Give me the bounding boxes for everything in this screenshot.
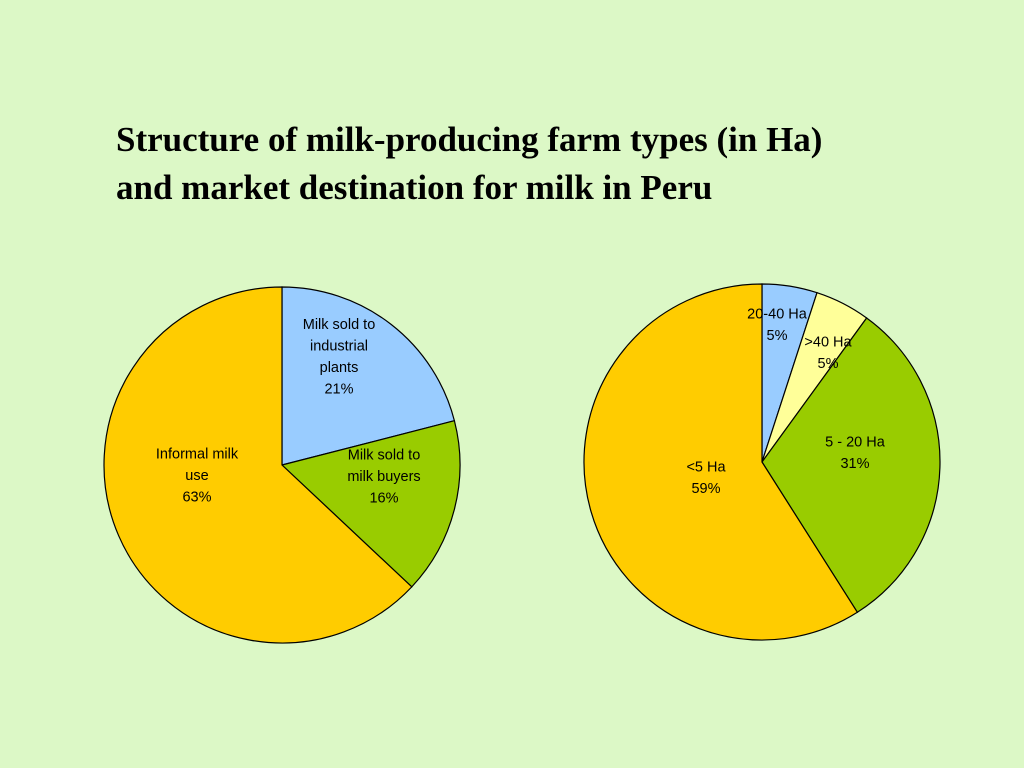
slice-percent-0-1: 16%	[369, 491, 398, 507]
pie-slice-0-2	[103, 286, 413, 644]
pie-slice-0-1	[280, 419, 461, 588]
slice-label-line-0-0-0: Milk sold to	[303, 317, 376, 333]
slice-label-line-1-0-0: 20-40 Ha	[747, 306, 808, 322]
slice-label-0-0: Milk sold to industrial plants 21%	[303, 317, 376, 398]
slice-percent-1-0: 5%	[767, 328, 788, 344]
slide-title-line-1: Structure of milk-producing farm types (…	[116, 120, 823, 159]
slice-label-line-0-1-1: milk buyers	[347, 469, 420, 485]
slice-label-1-2: 5 - 20 Ha 31%	[825, 434, 886, 472]
slice-percent-0-2: 63%	[182, 490, 211, 506]
slice-label-0-1: Milk sold to milk buyers 16%	[347, 448, 420, 507]
slice-label-line-1-3-0: <5 Ha	[686, 459, 726, 475]
pie-slice-0-0	[281, 286, 456, 466]
pie-slice-1-3	[583, 283, 859, 641]
slice-label-line-0-2-1: use	[185, 468, 208, 484]
farm-size-pie-chart: 20-40 Ha 5% >40 Ha 5% 5 - 20 Ha 31% <5 Ha 59%	[583, 283, 941, 641]
market-destination-pie-chart: Milk sold to industrial plants 21%Milk sold…	[103, 286, 461, 644]
slice-percent-0-0: 21%	[324, 381, 353, 397]
slice-percent-1-1: 5%	[818, 356, 839, 372]
slice-label-line-0-0-1: industrial	[310, 338, 368, 354]
slice-label-1-0: 20-40 Ha 5%	[747, 306, 808, 344]
slice-label-1-1: >40 Ha 5%	[804, 334, 852, 372]
slide-title-line-2: and market destination for milk in Peru	[116, 168, 713, 207]
slide-title: Structure of milk-producing farm types (…	[116, 116, 976, 212]
slice-label-line-1-2-0: 5 - 20 Ha	[825, 434, 886, 450]
slice-label-line-1-1-0: >40 Ha	[804, 334, 852, 350]
slice-label-line-0-1-0: Milk sold to	[348, 448, 421, 464]
slice-label-line-0-2-0: Informal milk	[156, 447, 239, 463]
slice-label-line-0-0-2: plants	[320, 360, 359, 376]
pie-slice-1-2	[761, 317, 941, 614]
slice-percent-1-3: 59%	[691, 481, 720, 497]
slice-label-0-2: Informal milk use 63%	[156, 447, 239, 506]
slice-percent-1-2: 31%	[840, 456, 869, 472]
slice-label-1-3: <5 Ha 59%	[686, 459, 726, 497]
